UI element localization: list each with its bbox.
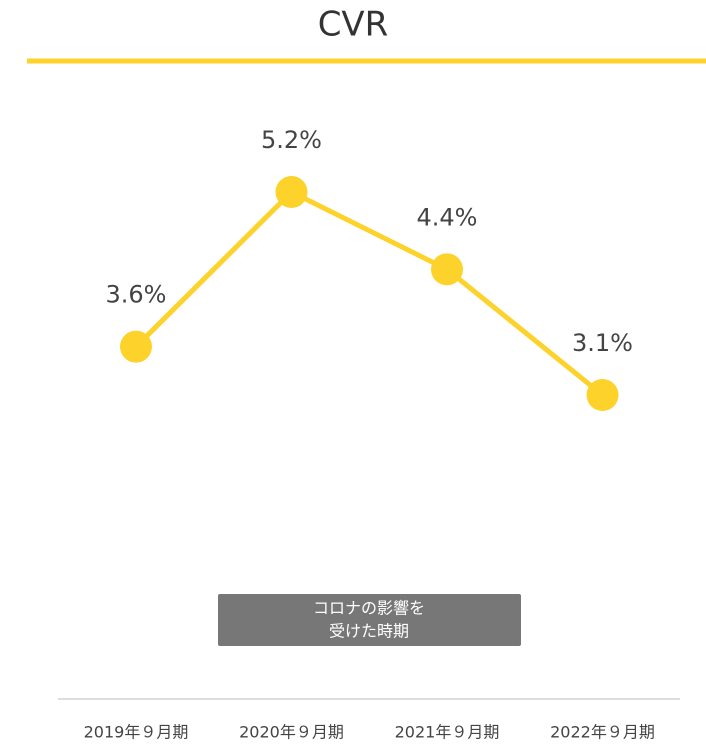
point (275, 176, 308, 208)
annotation-text: コロナの影響を (313, 599, 425, 618)
x-tick-label: 2019年９月期 (84, 723, 189, 742)
data-label: 3.1% (572, 329, 633, 357)
data-label: 5.2% (261, 126, 322, 154)
x-tick-label: 2021年９月期 (395, 723, 500, 742)
annotation-text: 受けた時期 (329, 622, 409, 641)
data-label: 4.4% (417, 203, 478, 231)
point (431, 253, 463, 286)
chart-title: CVR (318, 5, 389, 45)
x-tick-label: 2022年９月期 (550, 723, 655, 742)
annotation-box (218, 594, 521, 646)
x-tick-label: 2020年９月期 (239, 723, 344, 742)
point (586, 379, 619, 411)
data-label: 3.6% (106, 281, 167, 309)
point (120, 330, 152, 363)
line (134, 189, 605, 397)
